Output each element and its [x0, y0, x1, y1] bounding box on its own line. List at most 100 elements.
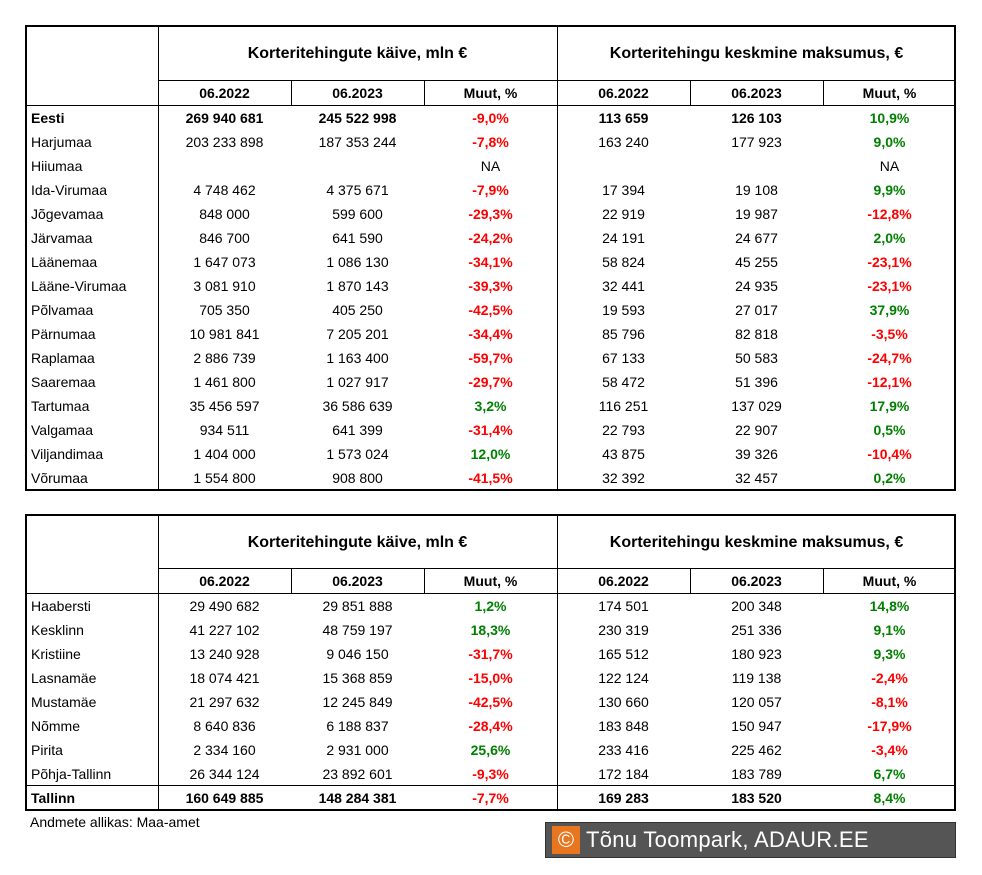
- data-cell: 4 748 462: [193, 182, 256, 198]
- data-cell: 934 511: [199, 422, 250, 438]
- data-cell: 12 245 849: [322, 694, 393, 710]
- data-cell: 22 793: [602, 422, 645, 438]
- data-cell: 18 074 421: [189, 670, 260, 686]
- data-cell: NA: [879, 158, 900, 174]
- data-cell: 160 649 885: [185, 790, 264, 806]
- column-header: 06.2023: [731, 573, 782, 589]
- rule: [690, 81, 691, 105]
- data-cell: 130 660: [598, 694, 649, 710]
- data-cell: 39 326: [735, 446, 778, 462]
- data-cell: -59,7%: [468, 350, 513, 366]
- data-cell: 29 851 888: [322, 598, 393, 614]
- data-cell: 0,5%: [873, 422, 906, 438]
- table: Korteritehingute käive, mln € Korteritehi…: [25, 25, 956, 491]
- row-label: Pärnumaa: [31, 326, 96, 342]
- data-cell: 4 375 671: [326, 182, 389, 198]
- data-cell: 163 240: [598, 134, 649, 150]
- data-cell: 1 163 400: [326, 350, 389, 366]
- data-cell: -29,3%: [468, 206, 513, 222]
- data-cell: 19 108: [735, 182, 778, 198]
- data-cell: -12,8%: [867, 206, 912, 222]
- data-cell: -7,7%: [472, 790, 509, 806]
- data-cell: -9,3%: [472, 766, 509, 782]
- column-header: 06.2022: [199, 85, 250, 101]
- row-label: Tallinn: [31, 790, 76, 806]
- rule: [27, 593, 956, 594]
- data-cell: 8 640 836: [193, 718, 256, 734]
- data-cell: 24 191: [602, 230, 645, 246]
- row-label: Valgamaa: [31, 422, 94, 438]
- row-label: Harjumaa: [31, 134, 92, 150]
- column-header: Muut, %: [862, 573, 917, 589]
- data-cell: 36 586 639: [322, 398, 393, 414]
- column-header: Muut, %: [463, 85, 518, 101]
- column-header: 06.2023: [332, 573, 383, 589]
- column-header: 06.2023: [731, 85, 782, 101]
- data-cell: 1 086 130: [326, 254, 389, 270]
- data-cell: -41,5%: [468, 470, 513, 486]
- data-cell: 37,9%: [869, 302, 910, 318]
- data-cell: 13 240 928: [189, 646, 260, 662]
- data-cell: 9,3%: [873, 646, 906, 662]
- column-header: 06.2022: [598, 573, 649, 589]
- data-cell: -23,1%: [867, 254, 912, 270]
- data-cell: 641 590: [332, 230, 383, 246]
- data-cell: 183 520: [731, 790, 782, 806]
- row-label: Mustamäe: [31, 694, 97, 710]
- data-cell: 24 677: [735, 230, 778, 246]
- data-cell: -31,4%: [468, 422, 513, 438]
- data-cell: 12,0%: [470, 446, 511, 462]
- data-cell: 187 353 244: [318, 134, 397, 150]
- data-cell: 3,2%: [474, 398, 507, 414]
- rule: [158, 516, 159, 809]
- data-cell: 908 800: [332, 470, 383, 486]
- data-cell: 9,0%: [873, 134, 906, 150]
- row-label: Pirita: [31, 742, 63, 758]
- group-header: Korteritehingu keskmine maksumus, €: [609, 45, 904, 62]
- row-label: Kesklinn: [31, 622, 84, 638]
- data-cell: 6,7%: [873, 766, 906, 782]
- data-cell: 19 987: [735, 206, 778, 222]
- data-cell: 1 404 000: [193, 446, 256, 462]
- data-cell: -24,2%: [468, 230, 513, 246]
- data-cell: 45 255: [735, 254, 778, 270]
- row-label: Eesti: [31, 110, 65, 126]
- row-label: Lasnamäe: [31, 670, 97, 686]
- data-cell: 17 394: [602, 182, 645, 198]
- data-cell: 233 416: [598, 742, 649, 758]
- rule: [424, 569, 425, 593]
- data-cell: 7 205 201: [326, 326, 389, 342]
- data-cell: -7,8%: [472, 134, 509, 150]
- data-cell: 119 138: [731, 670, 782, 686]
- rule: [557, 516, 558, 809]
- data-cell: 150 947: [731, 718, 782, 734]
- column-header: 06.2022: [598, 85, 649, 101]
- data-cell: 18,3%: [470, 622, 511, 638]
- data-cell: 9 046 150: [326, 646, 389, 662]
- data-cell: 25,6%: [470, 742, 511, 758]
- table: Korteritehingute käive, mln € Korteritehi…: [25, 514, 956, 811]
- data-cell: 113 659: [598, 110, 649, 126]
- data-cell: 245 522 998: [318, 110, 397, 126]
- data-cell: 0,2%: [873, 470, 906, 486]
- row-label: Järvamaa: [31, 230, 93, 246]
- data-cell: 50 583: [735, 350, 778, 366]
- source-note: Andmete allikas: Maa-amet: [30, 814, 200, 830]
- data-cell: 174 501: [598, 598, 649, 614]
- data-cell: -39,3%: [468, 278, 513, 294]
- data-cell: 43 875: [602, 446, 645, 462]
- data-cell: -31,7%: [468, 646, 513, 662]
- rule: [823, 81, 824, 105]
- data-cell: -23,1%: [867, 278, 912, 294]
- data-cell: 1 027 917: [326, 374, 389, 390]
- data-cell: 137 029: [731, 398, 782, 414]
- data-cell: 203 233 898: [185, 134, 264, 150]
- data-cell: 41 227 102: [189, 622, 260, 638]
- data-cell: 14,8%: [869, 598, 910, 614]
- watermark-text: Tõnu Toompark, ADAUR.EE: [586, 827, 869, 852]
- data-cell: -3,4%: [871, 742, 908, 758]
- column-header: 06.2022: [199, 573, 250, 589]
- data-cell: 51 396: [735, 374, 778, 390]
- data-cell: 32 457: [735, 470, 778, 486]
- row-label: Tartumaa: [31, 398, 90, 414]
